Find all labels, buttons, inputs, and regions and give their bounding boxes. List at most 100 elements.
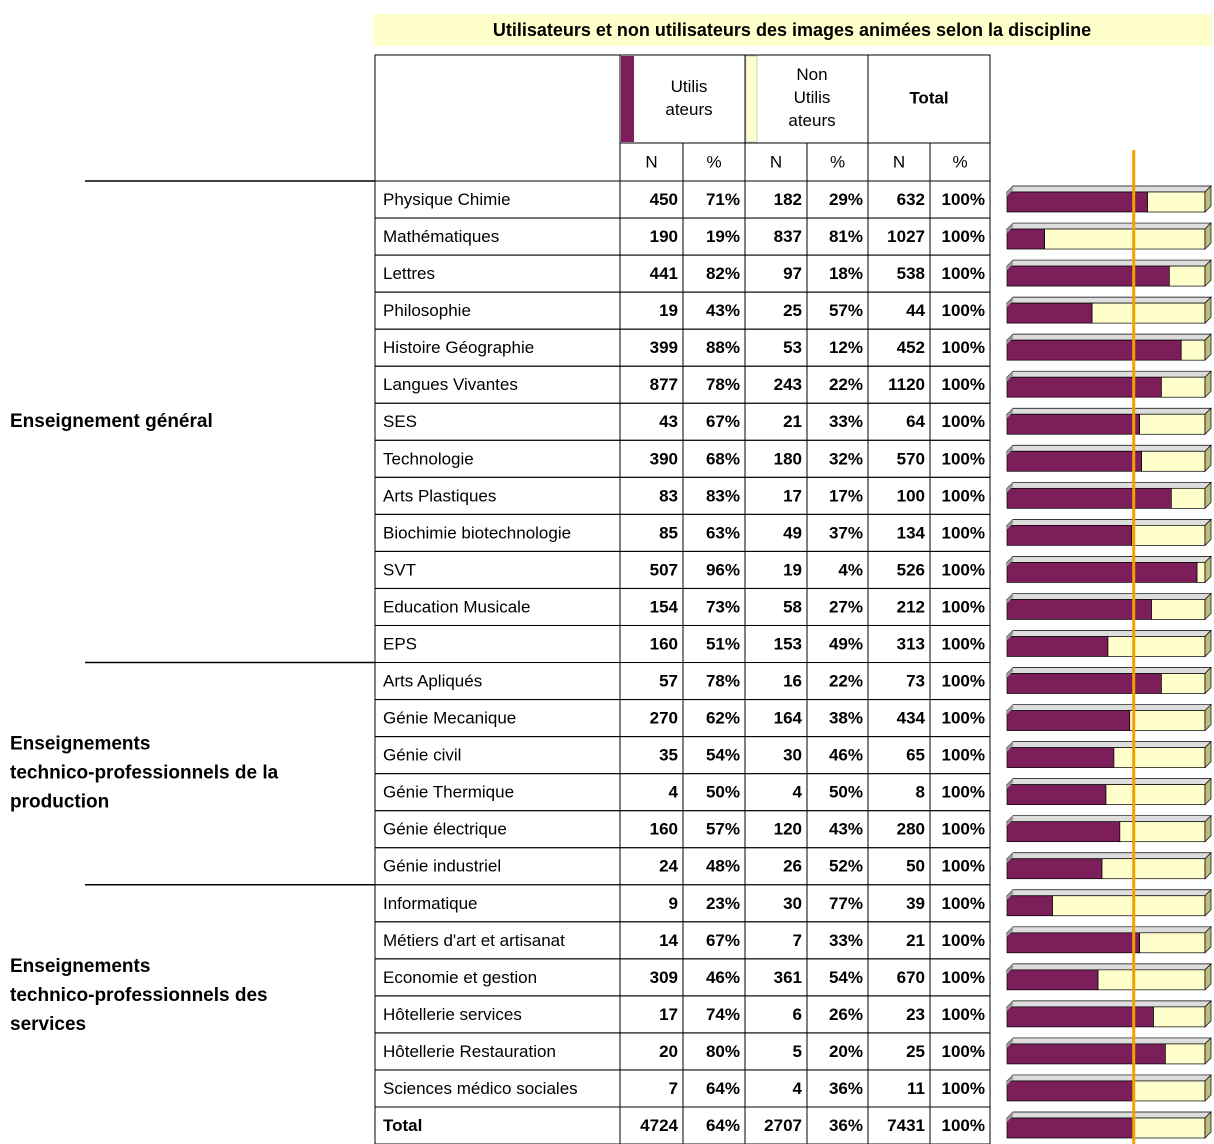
cell-value: 88% [706, 338, 740, 357]
cell-value: 57% [829, 301, 863, 320]
bar-side [1204, 444, 1212, 473]
cell [929, 1106, 991, 1144]
cell-value: 632 [897, 190, 925, 209]
cell-value: 57 [659, 672, 678, 691]
cell-value: 100% [942, 190, 985, 209]
bar-top [1006, 1074, 1212, 1082]
bar-nonusers [1044, 228, 1206, 250]
cell-value: 160 [650, 820, 678, 839]
row-label: Education Musicale [383, 597, 530, 616]
cell-value: 160 [650, 634, 678, 653]
bar-side [1204, 555, 1212, 584]
row-label: Arts Plastiques [383, 486, 496, 505]
cell-value: 50% [829, 783, 863, 802]
bar-nonusers [1097, 969, 1206, 991]
subheader: % [706, 152, 721, 171]
bar-side [1204, 407, 1212, 436]
cell-value: 9 [669, 894, 678, 913]
bar-nonusers [1139, 932, 1206, 954]
bar-side [1204, 703, 1212, 732]
bar-nonusers [1170, 487, 1206, 509]
cell-value: 526 [897, 560, 925, 579]
cell-value: 212 [897, 597, 925, 616]
header-label: Utilis ateurs [665, 77, 712, 119]
bar-users [1006, 1117, 1135, 1139]
cell-value: 14 [659, 931, 678, 950]
bar-side [1204, 370, 1212, 399]
row-label: Physique Chimie [383, 190, 511, 209]
bar-side [1204, 888, 1212, 917]
bar-nonusers [1101, 858, 1206, 880]
cell-value: 4 [793, 783, 803, 802]
cell-value: 19% [706, 227, 740, 246]
bar-left [1007, 1000, 1013, 1011]
bar-side [1204, 814, 1212, 843]
bar-top [1006, 741, 1212, 748]
cell-value: 33% [829, 931, 863, 950]
cell-value: 180 [774, 449, 802, 468]
title-box [373, 14, 1212, 46]
cell-value: 63% [706, 523, 740, 542]
bar-left [1007, 371, 1013, 382]
cell-value: 19 [783, 560, 802, 579]
bar-users [1006, 599, 1152, 620]
bar-left [1007, 482, 1013, 493]
nonusers-swatch [745, 55, 758, 143]
bar-left [1007, 1112, 1013, 1122]
bar-nonusers [1151, 599, 1206, 620]
users-swatch [621, 56, 634, 142]
bar-left [1007, 519, 1013, 530]
cell-value: 450 [650, 190, 678, 209]
row-label: Sciences médico sociales [383, 1079, 578, 1098]
cell-value: 25 [783, 301, 802, 320]
row-label: Mathématiques [383, 227, 499, 246]
cell-value: 74% [706, 1005, 740, 1024]
bar-top [1006, 704, 1212, 711]
cell-value: 43 [659, 412, 678, 431]
row-label: Arts Apliqués [383, 672, 482, 691]
cell-value: 361 [774, 968, 802, 987]
cell-value: 100% [942, 486, 985, 505]
cell-value: 33% [829, 412, 863, 431]
cell-value: 82% [706, 264, 740, 283]
cell-value: 243 [774, 375, 802, 394]
cell-value: 57% [706, 820, 740, 839]
group-label: Enseignements [10, 956, 150, 977]
bar-side [1204, 777, 1212, 806]
bar-users [1006, 302, 1093, 324]
row-label: Informatique [383, 894, 478, 913]
bar-users [1006, 710, 1131, 731]
bar-top [1006, 444, 1212, 452]
bar-top [1006, 222, 1212, 230]
bar-users [1006, 376, 1162, 398]
bar-nonusers [1131, 525, 1206, 546]
cell-value: 64% [706, 1079, 740, 1098]
cell-value: 100% [942, 746, 985, 765]
bar-users [1006, 1006, 1154, 1028]
cell-value: 4 [669, 783, 679, 802]
bar-left [1007, 630, 1013, 641]
bar-nonusers [1196, 562, 1206, 583]
cell-value: 37% [829, 523, 863, 542]
group-label: Enseignements [10, 734, 150, 755]
cell-value: 154 [650, 597, 679, 616]
row-label: Hôtellerie Restauration [383, 1042, 556, 1061]
cell-value: 53 [783, 338, 802, 357]
bar-nonusers [1141, 450, 1206, 472]
bar-side [1204, 962, 1212, 991]
bar-left [1007, 260, 1013, 271]
header-label: Non Utilis ateurs [788, 65, 835, 130]
cell-value: 30 [783, 746, 802, 765]
cell-value: 100% [942, 1116, 985, 1135]
header-label: Total [909, 88, 948, 107]
bar-left [1007, 556, 1013, 567]
cell-value: 46% [706, 968, 740, 987]
bar-nonusers [1180, 339, 1206, 361]
bar-users [1006, 228, 1045, 250]
cell-value: 29% [829, 190, 863, 209]
bar-top [1006, 370, 1212, 378]
row-label: Biochimie biotechnologie [383, 523, 571, 542]
bar-nonusers [1113, 747, 1206, 768]
title: Utilisateurs et non utilisateurs des ima… [493, 20, 1091, 40]
cell-value: 100% [942, 783, 985, 802]
